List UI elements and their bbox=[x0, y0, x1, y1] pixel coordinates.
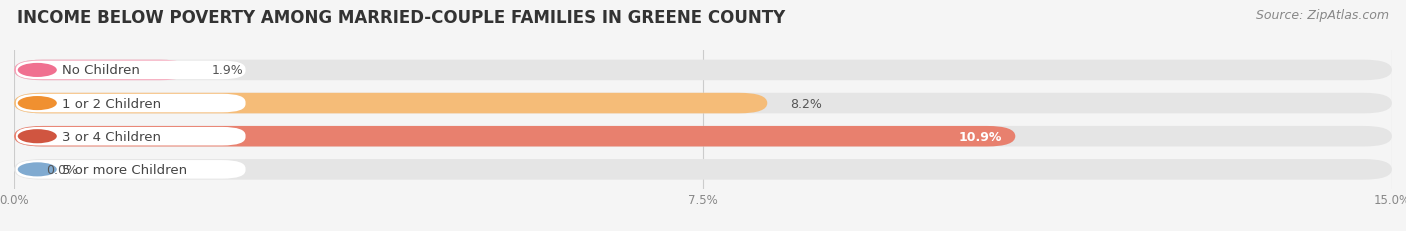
Text: 1.9%: 1.9% bbox=[211, 64, 243, 77]
Circle shape bbox=[18, 163, 56, 177]
Text: Source: ZipAtlas.com: Source: ZipAtlas.com bbox=[1256, 9, 1389, 22]
Text: INCOME BELOW POVERTY AMONG MARRIED-COUPLE FAMILIES IN GREENE COUNTY: INCOME BELOW POVERTY AMONG MARRIED-COUPL… bbox=[17, 9, 785, 27]
FancyBboxPatch shape bbox=[14, 93, 768, 114]
FancyBboxPatch shape bbox=[15, 61, 246, 80]
Text: 0.0%: 0.0% bbox=[46, 163, 79, 176]
Circle shape bbox=[18, 97, 56, 111]
Circle shape bbox=[18, 64, 56, 78]
Text: No Children: No Children bbox=[62, 64, 141, 77]
FancyBboxPatch shape bbox=[14, 159, 1392, 180]
Text: 1 or 2 Children: 1 or 2 Children bbox=[62, 97, 162, 110]
FancyBboxPatch shape bbox=[14, 126, 1015, 147]
Circle shape bbox=[18, 130, 56, 144]
FancyBboxPatch shape bbox=[15, 127, 246, 146]
Text: 5 or more Children: 5 or more Children bbox=[62, 163, 187, 176]
FancyBboxPatch shape bbox=[15, 160, 246, 179]
FancyBboxPatch shape bbox=[15, 94, 246, 113]
FancyBboxPatch shape bbox=[14, 126, 1392, 147]
FancyBboxPatch shape bbox=[14, 60, 188, 81]
Text: 8.2%: 8.2% bbox=[790, 97, 823, 110]
FancyBboxPatch shape bbox=[14, 60, 1392, 81]
FancyBboxPatch shape bbox=[14, 93, 1392, 114]
Text: 10.9%: 10.9% bbox=[957, 130, 1001, 143]
Text: 3 or 4 Children: 3 or 4 Children bbox=[62, 130, 162, 143]
